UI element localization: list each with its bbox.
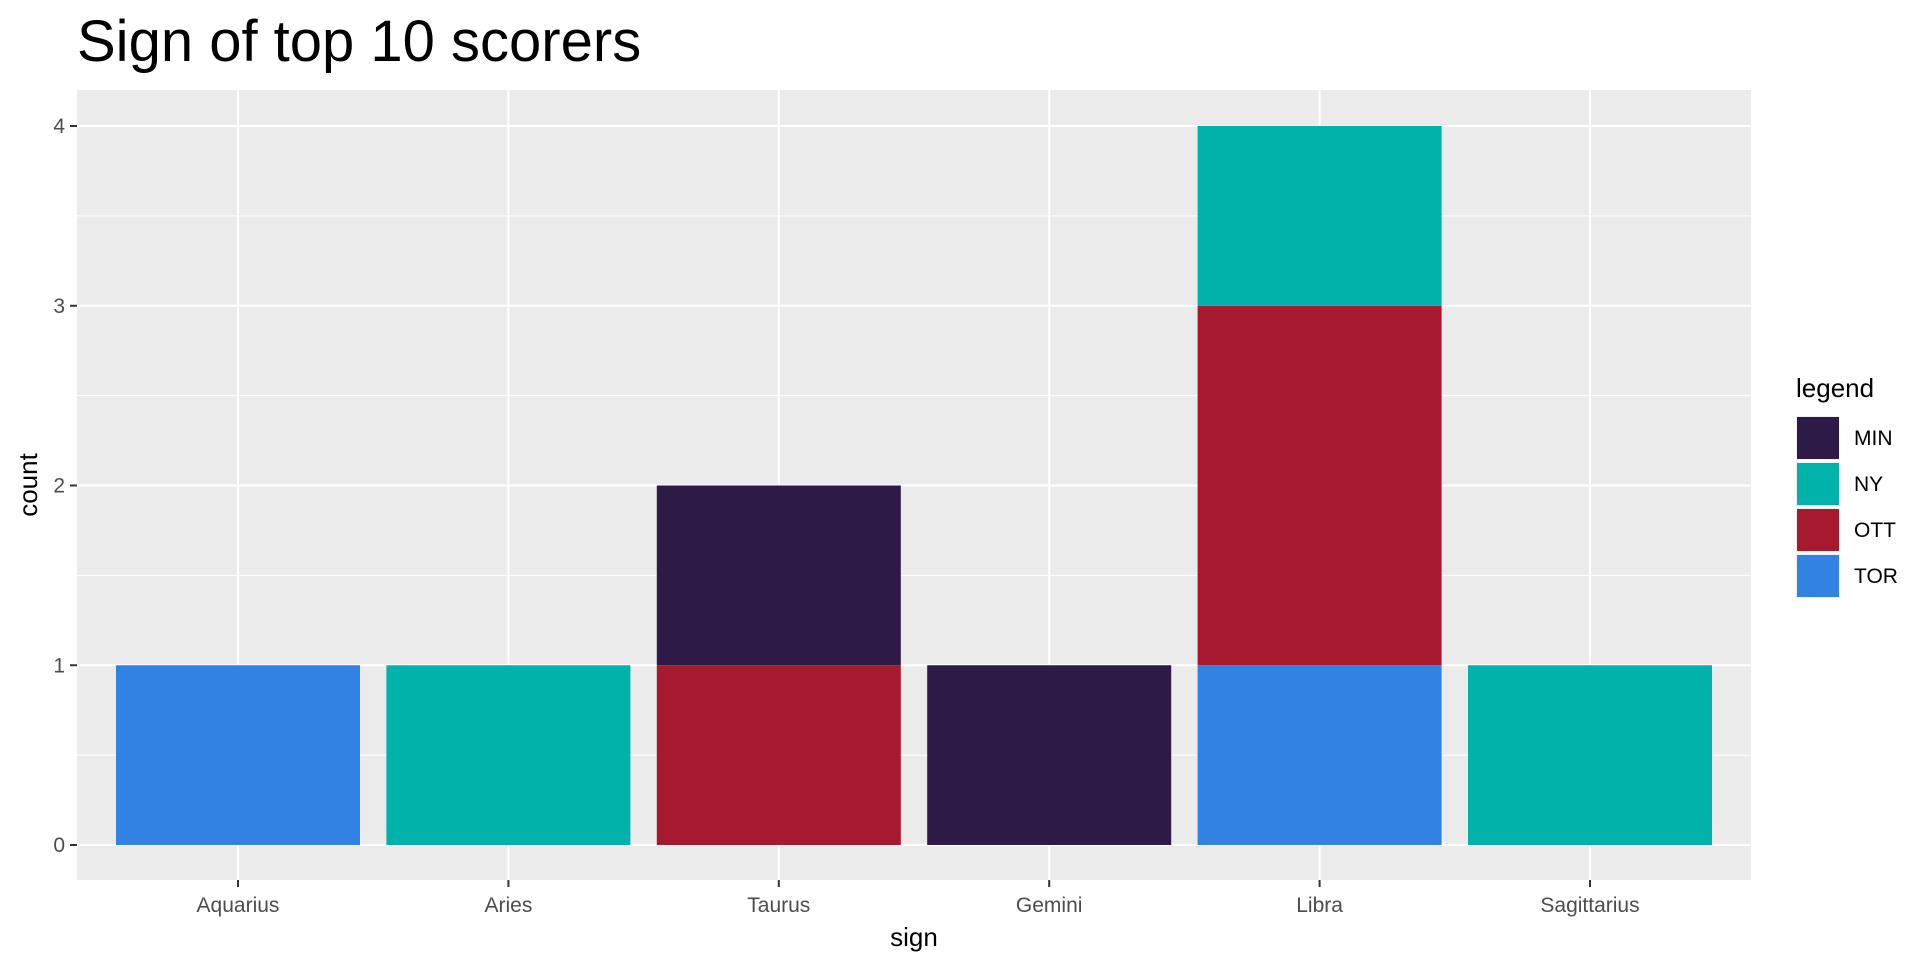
legend-swatch	[1797, 463, 1839, 505]
legend-label: OTT	[1854, 519, 1896, 542]
y-tick-label: 2	[53, 475, 65, 498]
bar-segment	[116, 665, 360, 845]
y-tick-label: 4	[53, 115, 65, 138]
legend-label: TOR	[1854, 565, 1898, 588]
y-axis-title: count	[13, 452, 43, 516]
legend: legend MIN NY OTT TOR	[1796, 373, 1898, 598]
y-tick-label: 0	[53, 834, 65, 857]
legend-swatch	[1797, 417, 1839, 459]
x-tick-label: Gemini	[1016, 894, 1083, 917]
legend-label: MIN	[1854, 427, 1893, 450]
bars	[116, 126, 1712, 845]
legend-swatch	[1797, 555, 1839, 597]
legend-swatch	[1797, 509, 1839, 551]
bar-segment	[656, 665, 901, 845]
legend-items: MIN NY OTT TOR	[1796, 416, 1898, 598]
x-tick-label: Taurus	[747, 894, 810, 917]
x-tick-label: Sagittarius	[1540, 894, 1639, 917]
bar-segment	[656, 485, 901, 666]
bar-segment	[1197, 305, 1442, 666]
legend-label: NY	[1854, 473, 1883, 496]
bar-segment	[1197, 126, 1442, 306]
x-tick-label: Aquarius	[197, 894, 280, 917]
y-tick-label: 3	[53, 295, 65, 318]
x-tick-label: Libra	[1296, 894, 1343, 917]
y-tick-label: 1	[53, 654, 65, 677]
legend-title: legend	[1796, 373, 1874, 403]
x-axis-title: sign	[890, 922, 938, 952]
bar-segment	[386, 665, 631, 845]
bar-segment	[927, 665, 1172, 845]
bar-segment	[1197, 665, 1442, 845]
chart-title: Sign of top 10 scorers	[77, 9, 641, 74]
x-tick-label: Aries	[484, 894, 532, 917]
bar-segment	[1468, 665, 1712, 845]
x-axis: Aquarius Aries Taurus Gemini Libra Sagittariu…	[197, 880, 1640, 917]
y-axis: 0 1 2 3 4	[53, 115, 77, 857]
